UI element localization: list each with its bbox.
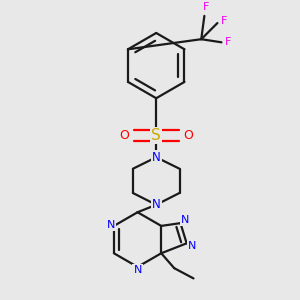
Text: S: S xyxy=(151,128,161,143)
Text: N: N xyxy=(181,215,190,225)
Text: O: O xyxy=(119,129,129,142)
Text: F: F xyxy=(221,16,227,26)
Text: F: F xyxy=(225,37,232,47)
Text: N: N xyxy=(134,265,142,275)
Text: F: F xyxy=(202,2,209,12)
Text: N: N xyxy=(152,151,161,164)
Text: N: N xyxy=(188,241,196,251)
Text: N: N xyxy=(107,220,116,230)
Text: O: O xyxy=(184,129,194,142)
Text: N: N xyxy=(152,198,161,211)
